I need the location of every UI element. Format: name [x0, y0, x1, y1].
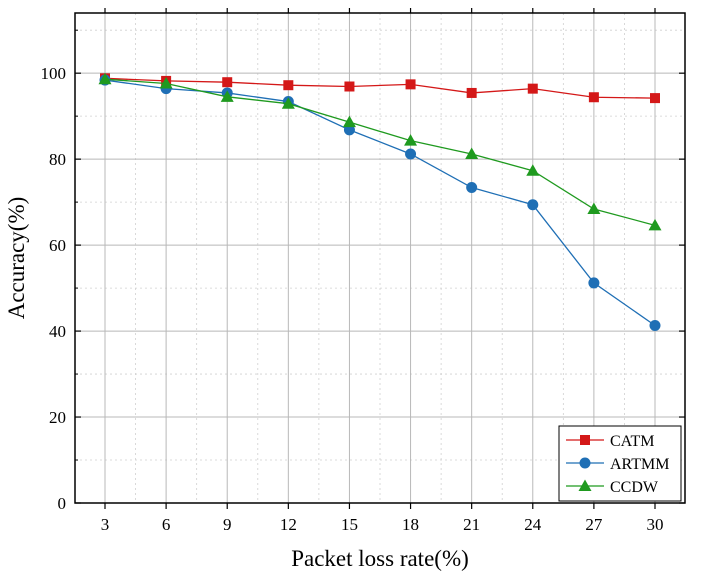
data-point-ccdw: [587, 202, 601, 214]
data-point-artmm: [588, 277, 600, 289]
x-tick-label: 27: [585, 515, 603, 534]
plot-frame: [74, 12, 686, 504]
series-line-catm: [104, 77, 656, 99]
data-point-ccdw: [342, 115, 356, 128]
y-tick-label: 20: [49, 408, 66, 427]
legend-marker-artmm: [579, 457, 591, 469]
data-point-ccdw: [281, 97, 295, 109]
data-point-catm: [527, 83, 538, 94]
x-tick-label: 24: [524, 515, 542, 534]
axis-ticks: 0 20 40 60 80 100 3 6 9 12 15 18 21 24 27 30: [41, 8, 685, 534]
x-tick-label: 6: [162, 515, 171, 534]
y-axis-title: Accuracy(%): [4, 197, 29, 320]
y-tick-label: 100: [41, 64, 67, 83]
data-point-ccdw: [404, 134, 418, 146]
data-point-catm: [283, 80, 294, 91]
data-point-ccdw: [220, 90, 234, 102]
series-layer: [98, 72, 662, 331]
legend-label-catm: CATM: [610, 433, 654, 450]
data-point-artmm: [466, 182, 478, 194]
data-point-ccdw: [159, 76, 173, 89]
data-point-ccdw: [648, 218, 662, 231]
data-point-ccdw: [526, 164, 540, 176]
x-tick-label: 15: [341, 515, 358, 534]
legend: CATM ARTMM CCDW: [558, 425, 682, 502]
x-tick-label: 3: [101, 515, 110, 534]
x-tick-label: 9: [223, 515, 232, 534]
data-point-catm: [405, 79, 416, 90]
x-tick-label: 21: [463, 515, 480, 534]
grid: [75, 13, 685, 503]
legend-label-ccdw: CCDW: [610, 479, 659, 496]
data-point-ccdw: [98, 72, 112, 85]
data-point-catm: [650, 93, 660, 104]
series-ccdw: [98, 72, 662, 231]
data-point-ccdw: [465, 147, 479, 159]
x-tick-label: 30: [647, 515, 664, 534]
data-point-artmm: [527, 199, 539, 211]
data-point-artmm: [405, 148, 417, 160]
y-tick-label: 60: [49, 236, 66, 255]
legend-marker-ccdw: [578, 479, 592, 491]
data-point-catm: [466, 87, 477, 98]
legend-label-artmm: ARTMM: [610, 456, 670, 473]
y-tick-label: 40: [49, 322, 66, 341]
data-point-catm: [588, 92, 599, 103]
x-tick-label: 18: [402, 515, 419, 534]
y-tick-label: 0: [58, 494, 67, 513]
data-point-catm: [344, 81, 355, 92]
series-line-ccdw: [104, 78, 656, 226]
x-axis-title: Packet loss rate(%): [291, 546, 469, 571]
data-point-artmm: [649, 319, 661, 331]
legend-marker-catm: [580, 435, 590, 445]
data-point-catm: [222, 77, 233, 88]
y-tick-label: 80: [49, 150, 66, 169]
x-tick-label: 12: [280, 515, 297, 534]
